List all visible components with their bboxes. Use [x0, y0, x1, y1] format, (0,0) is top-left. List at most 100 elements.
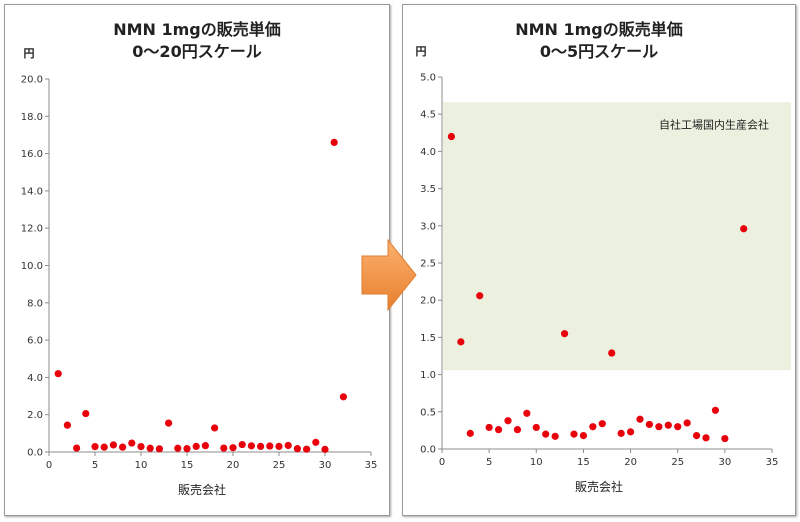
x-tick-label: 10	[530, 457, 543, 468]
y-tick-label: 4.0	[27, 373, 43, 384]
y-tick-label: 2.5	[420, 259, 436, 270]
chart-panel-left: NMN 1mgの販売単価 0～20円スケール 0.0 2.0 4.0 6.0 8.0 10…	[4, 4, 390, 516]
data-point	[626, 428, 635, 436]
data-point	[275, 442, 283, 451]
data-point	[674, 423, 682, 431]
y-tick-label: 16.0	[21, 149, 43, 160]
data-point	[128, 439, 136, 447]
highlight-label: 自社工場国内生産会社	[659, 117, 769, 131]
y-tick-label: 2.0	[420, 296, 436, 307]
data-point	[293, 445, 301, 453]
y-tick-label: 0.0	[420, 445, 436, 456]
chart-subtitle-text: 0～20円スケール	[132, 42, 262, 61]
data-point	[201, 442, 209, 450]
y-tick-label: 1.0	[420, 370, 436, 381]
data-point	[655, 423, 663, 431]
data-point	[570, 430, 578, 438]
x-axis-label: 販売会社	[178, 482, 226, 497]
data-point	[211, 424, 219, 432]
data-point	[683, 419, 691, 427]
data-point	[608, 349, 616, 357]
highlight-region	[443, 102, 791, 371]
x-tick-label: 30	[718, 457, 731, 468]
data-point	[523, 409, 531, 417]
data-point	[504, 417, 512, 425]
x-tick-label: 15	[577, 457, 590, 468]
data-point	[91, 442, 99, 451]
x-tick-label: 5	[92, 460, 98, 471]
data-point	[257, 442, 265, 451]
data-point	[476, 292, 484, 300]
data-point	[598, 420, 606, 428]
chart-subtitle-text: 0～5円スケール	[539, 42, 659, 61]
data-point	[321, 445, 329, 453]
chart-title-text: NMN 1mgの販売単価	[113, 20, 281, 39]
y-tick-label: 14.0	[21, 186, 43, 197]
data-point	[247, 442, 255, 450]
data-point	[100, 443, 108, 451]
x-tick-label: 30	[319, 460, 332, 471]
data-point	[636, 415, 644, 423]
y-tick-label: 6.0	[27, 336, 43, 347]
chart-title-left: NMN 1mgの販売単価 0～20円スケール	[5, 19, 389, 63]
x-tick-label: 20	[624, 457, 637, 468]
data-point	[560, 330, 569, 338]
data-point	[692, 432, 701, 440]
x-tick-label: 0	[46, 460, 52, 471]
y-tick-label: 2.0	[27, 410, 43, 421]
data-point	[192, 442, 200, 451]
data-point	[494, 426, 503, 434]
x-tick-label: 25	[671, 457, 684, 468]
data-point	[513, 426, 522, 434]
x-tick-label: 15	[181, 460, 194, 471]
data-point	[137, 442, 145, 451]
y-tick-label: 3.5	[420, 184, 436, 195]
data-point	[238, 440, 246, 449]
data-point	[119, 443, 127, 451]
data-point	[312, 438, 320, 446]
x-tick-label: 0	[439, 457, 445, 468]
data-point	[339, 393, 347, 401]
y-tick-label: 5.0	[420, 73, 436, 84]
data-point	[183, 445, 191, 453]
data-point	[229, 444, 237, 452]
x-axis-label: 販売会社	[575, 479, 623, 494]
y-tick-label: 0.5	[420, 407, 436, 418]
data-point	[220, 444, 228, 452]
data-point	[146, 444, 154, 452]
data-point	[330, 138, 338, 147]
data-point	[532, 423, 540, 432]
data-point	[165, 419, 173, 427]
y-tick-label: 18.0	[21, 112, 43, 123]
data-point	[447, 132, 456, 141]
data-point	[155, 445, 163, 453]
y-tick-label: 1.5	[420, 333, 436, 344]
data-point	[73, 444, 81, 452]
data-point	[485, 423, 493, 432]
data-point	[664, 421, 672, 429]
data-point	[579, 432, 588, 440]
data-point	[711, 406, 720, 414]
x-tick-label: 10	[135, 460, 148, 471]
chart-title-text: NMN 1mgの販売単価	[515, 20, 683, 39]
y-tick-label: 3.0	[420, 221, 436, 232]
data-point	[303, 445, 311, 453]
y-tick-label: 4.0	[420, 147, 436, 158]
data-point	[617, 429, 625, 437]
data-point	[645, 420, 654, 429]
right-arrow-icon	[361, 238, 417, 312]
x-tick-label: 25	[273, 460, 286, 471]
y-tick-label: 12.0	[21, 224, 43, 235]
chart-panel-right: NMN 1mgの販売単価 0～5円スケール 自社工場国内生産会社 0.0 0.5 1.…	[402, 4, 796, 516]
y-tick-label: 0.0	[27, 448, 43, 459]
data-point	[266, 442, 274, 450]
data-point	[740, 225, 748, 233]
data-point	[466, 429, 474, 437]
y-tick-label: 8.0	[27, 298, 43, 309]
chart-title-right: NMN 1mgの販売単価 0～5円スケール	[403, 19, 795, 63]
x-tick-label: 5	[486, 457, 492, 468]
data-point	[589, 423, 597, 431]
y-tick-label: 10.0	[21, 261, 43, 272]
data-point	[109, 441, 117, 449]
data-point	[542, 430, 550, 438]
